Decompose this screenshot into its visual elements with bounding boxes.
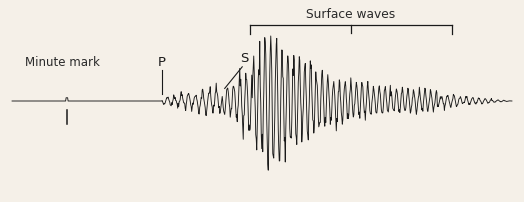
Text: Minute mark: Minute mark <box>25 56 100 69</box>
Text: S: S <box>239 52 248 65</box>
Text: P: P <box>158 56 166 69</box>
Text: Surface waves: Surface waves <box>307 8 396 21</box>
